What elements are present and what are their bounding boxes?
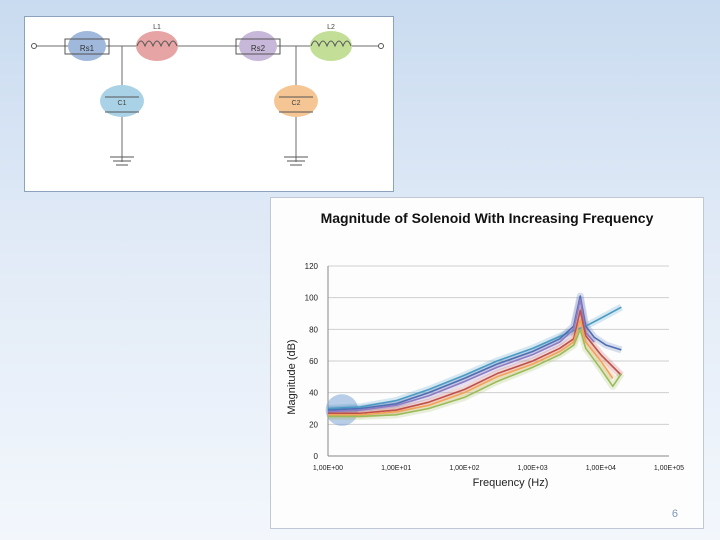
l1-highlight <box>136 31 178 61</box>
inductor-l1: L1 <box>136 24 178 61</box>
rs2-label: Rs2 <box>251 44 266 53</box>
x-tick-label: 1,00E+04 <box>586 465 616 472</box>
c2-highlight <box>274 85 318 117</box>
series-line <box>327 298 595 413</box>
capacitor-c2: C2 <box>274 46 318 166</box>
rs2-body <box>235 38 281 55</box>
chart-plot: 0 20 40 60 80 100 120 1,00E+00 1,00E+01 1,00E+02 1… <box>286 262 684 489</box>
circuit-diagram: Rs1 L1 Rs2 L2 C1 <box>24 16 394 192</box>
series-line <box>328 319 614 416</box>
y-tick-label: 80 <box>309 325 318 334</box>
c1-highlight <box>100 85 144 117</box>
y-axis-title: Magnitude (dB) <box>286 339 298 414</box>
rs1-label: Rs1 <box>80 44 95 53</box>
input-terminal <box>31 43 37 49</box>
resistor-rs1: Rs1 <box>64 31 110 61</box>
resistor-rs2: Rs2 <box>235 31 281 61</box>
l2-highlight <box>310 31 352 61</box>
x-tick-label: 1,00E+05 <box>654 465 684 472</box>
y-tick-label: 20 <box>309 420 318 429</box>
circuit-schematic: Rs1 L1 Rs2 L2 C1 <box>31 24 384 166</box>
series-line <box>328 328 622 418</box>
x-tick-label: 1,00E+03 <box>518 465 548 472</box>
series-line <box>327 295 622 411</box>
series-line <box>328 309 622 415</box>
chart-title: Magnitude of Solenoid With Increasing Fr… <box>320 210 654 226</box>
output-terminal <box>378 43 384 49</box>
series-line <box>327 306 622 410</box>
l1-label: L1 <box>153 24 161 31</box>
l1-coil <box>136 40 178 48</box>
y-tick-label: 100 <box>305 294 319 303</box>
l2-coil <box>310 40 352 48</box>
rs1-body <box>64 38 110 55</box>
y-tick-label: 60 <box>309 357 318 366</box>
chart-panel: Magnitude of Solenoid With Increasing Fr… <box>270 197 704 529</box>
y-tick-label: 40 <box>309 389 318 398</box>
l2-label: L2 <box>327 24 335 31</box>
c2-label: C2 <box>292 100 301 107</box>
y-tick-label: 120 <box>305 262 319 271</box>
x-axis-title: Frequency (Hz) <box>473 477 549 489</box>
capacitor-c1: C1 <box>100 46 144 166</box>
c1-label: C1 <box>118 100 127 107</box>
x-tick-label: 1,00E+00 <box>313 465 343 472</box>
x-tick-label: 1,00E+02 <box>449 465 479 472</box>
y-tick-label: 0 <box>314 452 319 461</box>
page-number: 6 <box>671 508 678 520</box>
inductor-l2: L2 <box>310 24 352 61</box>
x-tick-label: 1,00E+01 <box>381 465 411 472</box>
